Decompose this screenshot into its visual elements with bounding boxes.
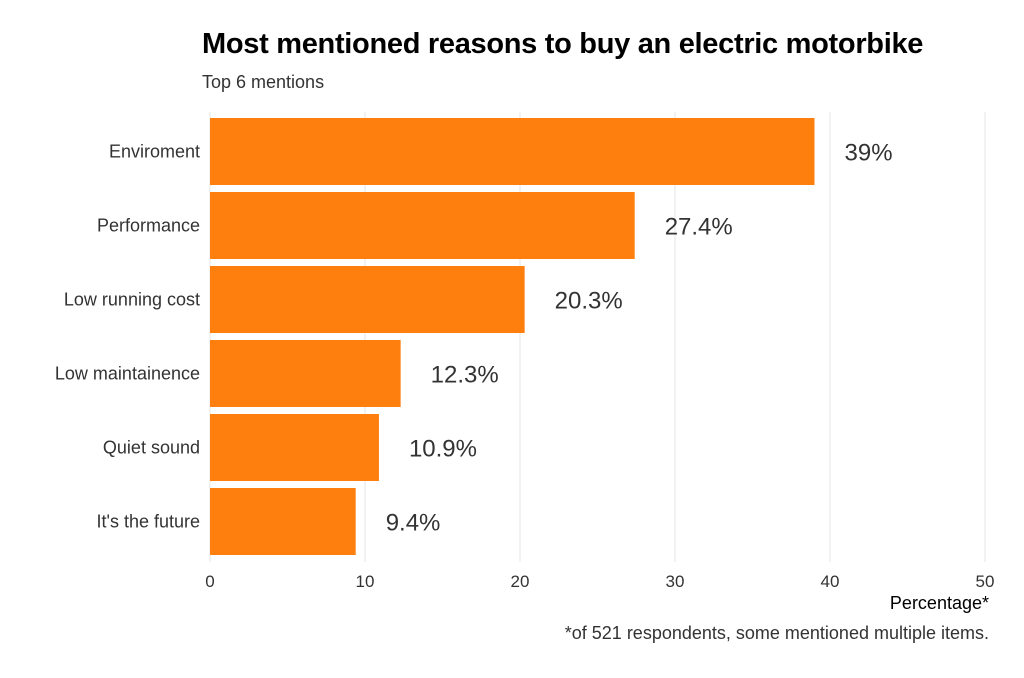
category-label-2: Low running cost bbox=[64, 290, 200, 310]
category-label-0: Enviroment bbox=[109, 142, 200, 162]
x-tick-label-4: 40 bbox=[821, 572, 840, 591]
grid-lines bbox=[209, 112, 986, 562]
value-label-1: 27.4% bbox=[665, 214, 733, 241]
bar-2 bbox=[210, 266, 525, 333]
x-tick-label-3: 30 bbox=[666, 572, 685, 591]
bar-5 bbox=[210, 488, 356, 555]
value-labels: 39% 27.4% 20.3% 12.3% 10.9% 9.4% bbox=[386, 140, 893, 537]
value-label-2: 20.3% bbox=[555, 288, 623, 315]
bar-3 bbox=[210, 340, 401, 407]
x-tick-label-5: 50 bbox=[976, 572, 995, 591]
value-label-3: 12.3% bbox=[431, 362, 499, 389]
x-axis-label: Percentage* bbox=[889, 593, 989, 613]
value-label-5: 9.4% bbox=[386, 510, 441, 537]
category-label-3: Low maintainence bbox=[55, 364, 200, 384]
chart-title: Most mentioned reasons to buy an electri… bbox=[202, 28, 924, 60]
category-label-1: Performance bbox=[97, 216, 200, 236]
x-tick-label-1: 10 bbox=[356, 572, 375, 591]
bars bbox=[210, 118, 815, 555]
bar-4 bbox=[210, 414, 379, 481]
bar-0 bbox=[210, 118, 815, 185]
category-label-4: Quiet sound bbox=[103, 438, 200, 458]
x-tick-labels: 0 10 20 30 40 50 bbox=[205, 572, 994, 591]
category-label-5: It's the future bbox=[97, 512, 201, 532]
chart-caption: *of 521 respondents, some mentioned mult… bbox=[564, 623, 989, 643]
category-labels: Enviroment Performance Low running cost Low… bbox=[55, 142, 200, 532]
value-label-0: 39% bbox=[845, 140, 893, 167]
x-tick-label-2: 20 bbox=[511, 572, 530, 591]
chart-subtitle: Top 6 mentions bbox=[202, 72, 325, 92]
x-tick-label-0: 0 bbox=[205, 572, 214, 591]
value-label-4: 10.9% bbox=[409, 436, 477, 463]
bar-1 bbox=[210, 192, 635, 259]
